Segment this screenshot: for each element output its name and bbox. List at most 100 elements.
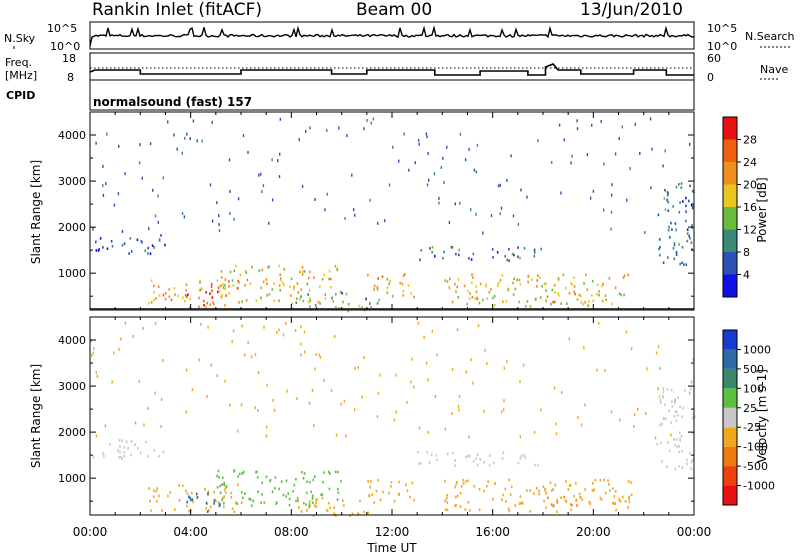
power-cell-9: [686, 232, 689, 235]
power-cell-9: [674, 222, 677, 225]
power-cell-6: [533, 248, 536, 252]
velocity-cell-3: [285, 495, 287, 498]
power-cell-1: [238, 280, 240, 284]
velocity-cell-3: [308, 503, 311, 506]
power-cell-3: [290, 277, 293, 281]
freq-label-line2: [MHz]: [5, 69, 37, 82]
power-cell-3: [245, 271, 248, 274]
power-sparse-echo: [591, 123, 593, 127]
velocity-sparse-echo: [216, 374, 218, 378]
power-cell-9: [685, 219, 687, 223]
power-ylabel: Slant Range [km]: [29, 160, 43, 264]
velocity-cell-8: [576, 504, 578, 507]
power-cell-7: [592, 299, 594, 303]
velocity-sparse-echo: [425, 361, 428, 365]
velocity-cell-7: [444, 479, 446, 483]
velocity-sparse-echo: [519, 435, 521, 439]
power-cell-7: [584, 273, 587, 277]
velocity-cell-7: [445, 497, 448, 500]
station-title: Rankin Inlet (fitACF): [92, 0, 262, 20]
velocity-cell-9: [658, 395, 661, 398]
velocity-cell-6: [436, 458, 438, 462]
velocity-cell-0: [101, 452, 104, 455]
cpid-panel-frame: [89, 79, 695, 111]
power-sparse-echo: [377, 221, 379, 225]
power-cell-1: [170, 298, 173, 302]
velocity-cell-2: [213, 499, 216, 502]
power-cell-1: [189, 297, 192, 301]
power-sparse-echo: [344, 216, 346, 220]
power-cell-9: [667, 228, 670, 232]
power-cell-7: [583, 282, 585, 285]
velocity-sparse-echo: [663, 417, 665, 421]
power-cell-7: [448, 287, 451, 290]
velocity-cell-9: [690, 460, 693, 464]
velocity-cell-7: [529, 489, 531, 492]
velocity-cell-6: [420, 461, 422, 465]
velocity-cell-3: [260, 501, 262, 505]
velocity-cell-7: [613, 502, 615, 505]
velocity-cell-3: [276, 501, 278, 504]
power-cell-6: [420, 249, 423, 252]
power-cell-1: [217, 286, 220, 290]
power-cell-1: [162, 293, 165, 297]
velocity-cell-3: [255, 470, 257, 474]
power-cell-6: [429, 247, 431, 250]
velocity-cell-1: [209, 505, 212, 509]
velocity-sparse-echo: [637, 407, 639, 411]
power-sparse-echo: [102, 184, 104, 188]
power-cell-7: [471, 295, 474, 299]
power-sparse-echo: [448, 221, 451, 225]
power-cell-4: [309, 299, 312, 303]
velocity-cell-2: [191, 498, 194, 501]
velocity-cell-3: [280, 480, 283, 483]
freq-panel: Freq. [MHz] 18 8 60 0 Nave: [5, 52, 788, 84]
velocity-cell-7: [575, 482, 577, 485]
power-cell-1: [184, 293, 187, 297]
power-cell-3: [328, 277, 330, 281]
velocity-cell-9: [686, 458, 688, 462]
power-cell-7: [598, 290, 600, 293]
velocity-cell-7: [628, 497, 630, 500]
velocity-cell-7: [544, 489, 547, 492]
velocity-cell-3: [219, 484, 221, 488]
velocity-cell-3: [216, 474, 218, 478]
power-cell-3: [220, 295, 223, 299]
power-cell-0: [153, 246, 155, 249]
velocity-cell-3: [221, 498, 223, 502]
velocity-cell-3: [269, 479, 272, 482]
power-cell-0: [129, 237, 132, 240]
velocity-cell-9: [667, 441, 669, 444]
power-sparse-echo: [675, 228, 677, 232]
power-cell-1: [237, 287, 239, 290]
power-cell-1: [148, 302, 150, 305]
velocity-colorbar: 1000 500 100 25 -25 -100 -500 -1000: [722, 329, 775, 506]
power-sparse-echo: [664, 149, 666, 153]
velocity-cell-1: [148, 487, 150, 490]
power-cell-3: [279, 273, 281, 276]
velocity-cell-7: [578, 492, 581, 496]
velocity-cell-9: [665, 417, 667, 421]
power-sparse-echo: [189, 137, 191, 141]
velocity-colorbar-tick-label: 500: [743, 363, 764, 376]
power-cell-3: [249, 282, 252, 285]
power-cell-6: [523, 247, 526, 250]
velocity-sparse-echo: [263, 325, 265, 329]
velocity-cell-9: [679, 437, 681, 441]
velocity-sparse-echo: [138, 380, 140, 384]
velocity-cell-3: [252, 499, 254, 503]
velocity-cell-9: [675, 419, 678, 422]
power-cell-7: [490, 288, 492, 291]
power-cell-7: [469, 292, 471, 295]
power-sparse-echo: [211, 219, 214, 223]
power-cell-5: [399, 281, 402, 285]
power-colorbar-swatch: [723, 117, 737, 140]
power-cell-8: [568, 292, 571, 295]
power-cell-1: [198, 305, 200, 308]
power-sparse-echo: [258, 173, 260, 177]
velocity-sparse-echo: [486, 362, 488, 366]
velocity-cell-7: [444, 508, 447, 511]
velocity-cell-6: [435, 454, 438, 457]
power-cell-4: [319, 302, 321, 305]
power-sparse-echo: [162, 176, 164, 180]
